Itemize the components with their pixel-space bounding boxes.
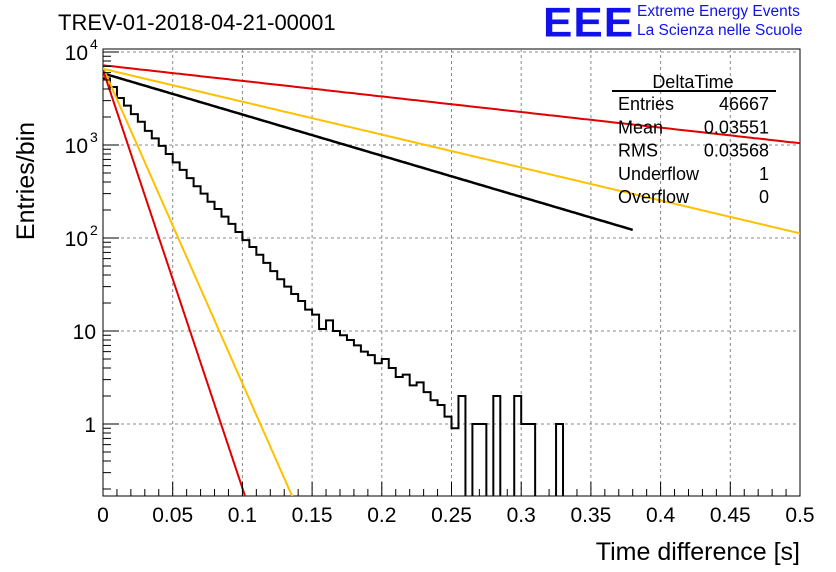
- stats-box-title: DeltaTime: [652, 72, 733, 92]
- stats-box-row-label: Overflow: [618, 187, 690, 207]
- y-tick-label: 10: [65, 228, 88, 251]
- x-axis-title: Time difference [s]: [596, 538, 800, 566]
- x-tick-label: 0: [97, 504, 109, 527]
- eee-logo: EEE: [543, 0, 635, 46]
- fit-curve: [103, 72, 634, 232]
- stats-box-row-value: 0.03568: [704, 141, 769, 161]
- y-tick-label: 10: [65, 135, 88, 158]
- stats-box-row-value: 0: [759, 187, 769, 207]
- plot-title: TREV-01-2018-04-21-00001: [58, 10, 336, 35]
- stats-box-row-label: Mean: [618, 117, 663, 137]
- stats-box-row-value: 1: [759, 164, 769, 184]
- y-axis-title: Entries/bin: [12, 122, 40, 240]
- y-tick-label-exponent: 3: [90, 129, 98, 145]
- x-tick-label: 0.45: [710, 504, 751, 527]
- stats-box-row-label: Entries: [618, 94, 674, 114]
- x-tick-label: 0.1: [228, 504, 257, 527]
- y-tick-label-exponent: 2: [90, 222, 98, 238]
- logo-subtitle-1: Extreme Energy Events: [637, 3, 800, 20]
- fit-curve: [103, 64, 800, 145]
- y-tick-label: 10: [65, 42, 88, 65]
- stats-box-row-label: Underflow: [618, 164, 700, 184]
- x-tick-label: 0.3: [507, 504, 536, 527]
- x-tick-label: 0.15: [292, 504, 333, 527]
- x-tick-label: 0.05: [152, 504, 193, 527]
- fit-curve: [103, 67, 294, 496]
- fit-curve: [103, 69, 247, 496]
- x-tick-label: 0.5: [785, 504, 814, 527]
- x-tick-label: 0.35: [570, 504, 611, 527]
- histogram: [103, 77, 565, 496]
- x-tick-label: 0.4: [646, 504, 676, 527]
- x-tick-label: 0.2: [367, 504, 396, 527]
- axis-ticks: [102, 51, 801, 496]
- axis-tick-labels: 0 0.05 0.1 0.15 0.2 0.25 0.3 0.35 0.4 0.45 0.51101…: [65, 36, 815, 527]
- stats-box-rows: Entries 46667 Mean 0.03551 RMS 0.03568Underfl…: [618, 94, 769, 207]
- stats-box-row-value: 46667: [719, 94, 769, 114]
- fit-curve: [103, 67, 800, 235]
- y-tick-label-exponent: 4: [90, 36, 98, 52]
- stats-box: DeltaTime Entries 46667 Mean 0.03551 RMS 0.03…: [612, 72, 776, 207]
- fit-curves: [103, 64, 800, 496]
- x-tick-label: 0.25: [431, 504, 472, 527]
- logo-subtitle-2: La Scienza nelle Scuole: [637, 22, 803, 39]
- stats-box-row-label: RMS: [618, 141, 658, 161]
- y-tick-label: 10: [73, 321, 96, 344]
- stats-box-row-value: 0.03551: [704, 117, 769, 137]
- y-tick-label: 1: [84, 414, 96, 437]
- histogram-outline: [103, 77, 565, 496]
